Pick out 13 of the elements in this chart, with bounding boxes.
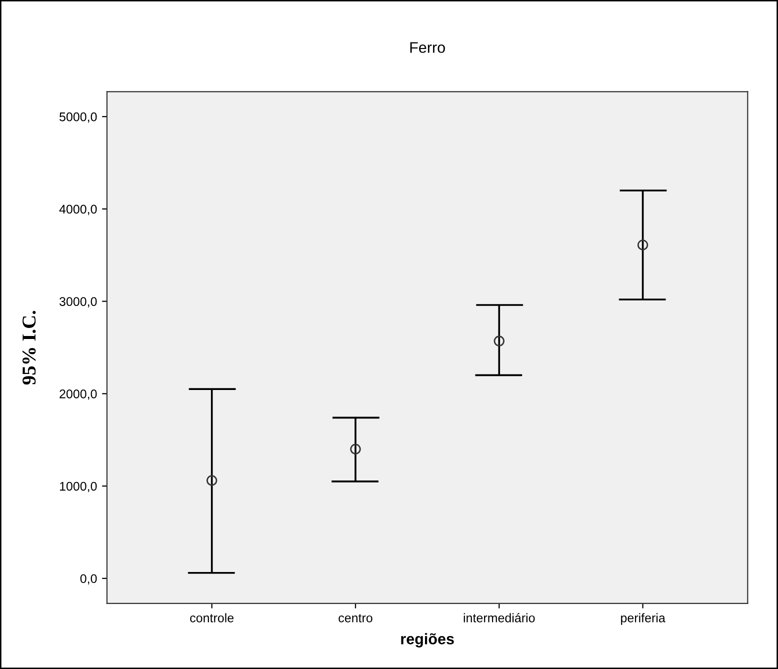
- x-tick-label: centro: [338, 614, 372, 622]
- y-tick-label: 4000,0: [59, 204, 97, 216]
- y-tick-label: 1000,0: [60, 482, 97, 492]
- y-tick-label: 3000,0: [60, 297, 97, 308]
- y-tick-label: 0,0: [80, 574, 97, 585]
- y-tick-label: 5000,0: [60, 112, 97, 123]
- y-tick-label: 2000,0: [60, 389, 97, 400]
- y-axis-title: 95% I.C.: [22, 310, 36, 385]
- chart-title: Ferro: [410, 42, 445, 53]
- x-tick-label: periferia: [621, 613, 666, 625]
- x-tick-label: intermediário: [464, 613, 535, 622]
- x-tick-label: controle: [190, 613, 234, 622]
- x-axis-title: regiões: [401, 633, 454, 648]
